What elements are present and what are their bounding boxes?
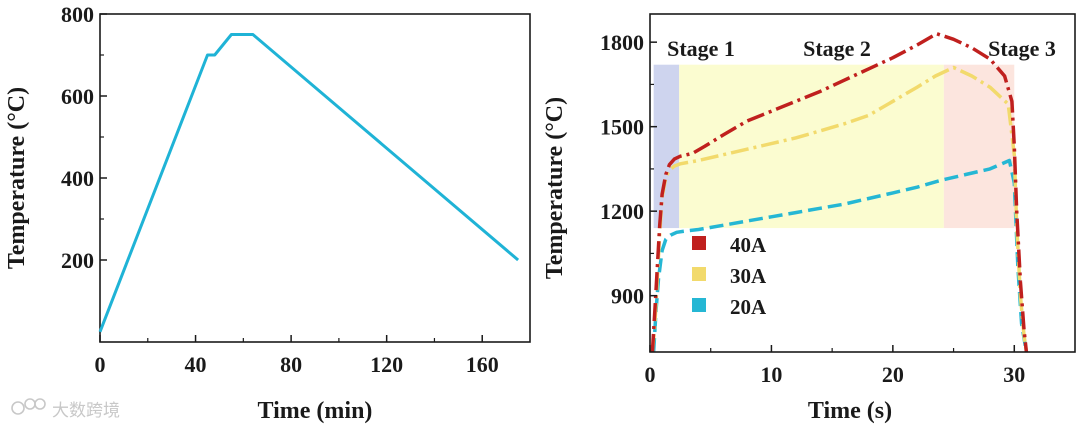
stage-label-2: Stage 2	[803, 36, 871, 61]
stage-regions	[653, 64, 1015, 229]
legend-swatch-20A	[692, 298, 706, 312]
y-tick-label: 1800	[600, 30, 644, 55]
y-tick-label: 600	[61, 84, 94, 109]
stage-region-1	[653, 64, 680, 229]
right-x-axis-title: Time (s)	[808, 398, 892, 424]
y-tick-label: 800	[61, 2, 94, 27]
legend-swatch-30A	[692, 267, 706, 281]
right-series	[650, 31, 1029, 353]
x-tick-label: 30	[1003, 362, 1025, 387]
left-plot-frame	[99, 13, 531, 343]
x-tick-label: 10	[760, 362, 782, 387]
legend-swatch-40A	[692, 236, 706, 250]
left-y-axis-title: Temperature (°C)	[4, 87, 30, 269]
x-tick-label: 120	[370, 352, 403, 377]
right-y-axis-title: Temperature (°C)	[542, 97, 568, 279]
x-tick-label: 0	[95, 352, 106, 377]
x-tick-label: 20	[882, 362, 904, 387]
left-ticks: 0 40 80 120 160 200 400 600 800	[61, 2, 499, 377]
stage-label-3: Stage 3	[988, 36, 1056, 61]
watermark: 大数跨境	[11, 398, 120, 421]
x-tick-label: 40	[185, 352, 207, 377]
left-chart: 0 40 80 120 160 200 400 600 800 Time (min) Tempe…	[4, 2, 531, 424]
x-tick-label: 80	[280, 352, 302, 377]
right-ticks: 0 10 20 30 900 1200 1500 1800	[600, 30, 1025, 387]
x-tick-label: 160	[466, 352, 499, 377]
left-series	[98, 33, 520, 333]
watermark-text: 大数跨境	[52, 401, 120, 421]
right-plot-frame	[649, 13, 1076, 353]
watermark-logo-icon	[11, 398, 46, 415]
stage-region-3	[943, 64, 1015, 229]
series-line-temperature	[98, 33, 520, 333]
y-tick-label: 1200	[600, 199, 644, 224]
stage-region-2	[679, 64, 944, 229]
y-tick-label: 900	[611, 284, 644, 309]
y-tick-label: 200	[61, 248, 94, 273]
legend-label-40A: 40A	[730, 233, 767, 257]
series-line-20A	[651, 158, 1029, 353]
legend: 40A 30A 20A	[692, 233, 767, 319]
y-tick-label: 1500	[600, 115, 644, 140]
stage-labels: Stage 1 Stage 2 Stage 3	[667, 36, 1056, 61]
series-line-40A	[650, 31, 1029, 353]
left-x-axis-title: Time (min)	[258, 398, 373, 424]
legend-label-20A: 20A	[730, 295, 767, 319]
y-tick-label: 400	[61, 166, 94, 191]
stage-label-1: Stage 1	[667, 36, 735, 61]
legend-label-30A: 30A	[730, 264, 767, 288]
x-tick-label: 0	[645, 362, 656, 387]
